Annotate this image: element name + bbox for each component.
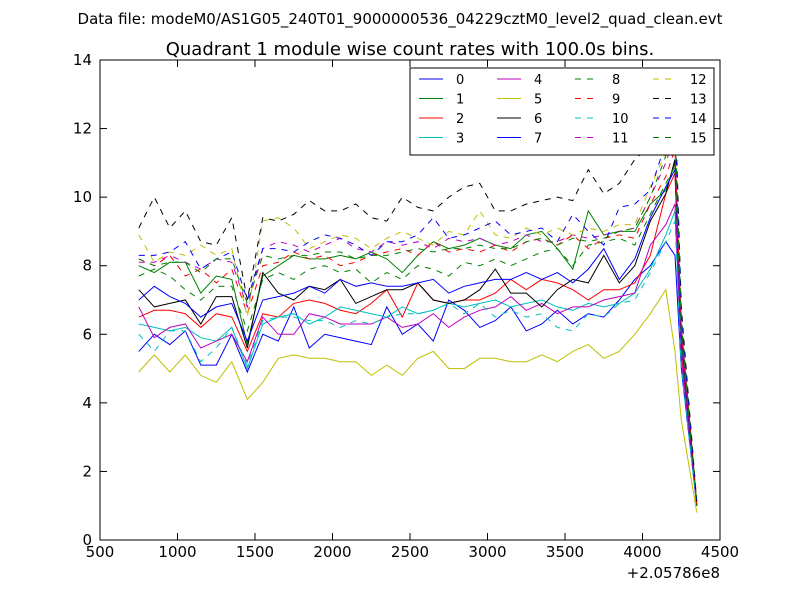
legend-label-1: 1	[456, 93, 464, 108]
chart-title: Quadrant 1 module wise count rates with …	[166, 39, 655, 60]
series-line-0	[138, 240, 698, 506]
x-tick-label: 4000	[623, 543, 661, 561]
y-tick-label: 4	[82, 394, 92, 412]
series-line-15	[138, 128, 698, 506]
y-tick-label: 12	[73, 120, 92, 138]
y-tick-label: 2	[82, 462, 92, 480]
series-line-5	[138, 288, 698, 513]
y-tick-label: 14	[73, 51, 92, 69]
legend-label-9: 9	[612, 93, 620, 108]
legend-label-15: 15	[690, 132, 707, 147]
x-tick-label: 2000	[313, 543, 351, 561]
legend-label-0: 0	[456, 73, 464, 88]
legend-label-7: 7	[534, 132, 542, 147]
legend-label-10: 10	[612, 112, 629, 127]
legend-label-3: 3	[456, 132, 464, 147]
x-tick-label: 4500	[701, 543, 739, 561]
legend-label-5: 5	[534, 93, 542, 108]
legend-box	[409, 67, 715, 156]
legend-label-12: 12	[690, 73, 707, 88]
x-tick-label: 500	[86, 543, 115, 561]
x-tick-label: 3000	[468, 543, 506, 561]
x-tick-label: 3500	[546, 543, 584, 561]
y-tick-label: 0	[82, 531, 92, 549]
series-line-9	[138, 148, 698, 506]
x-axis-ticks: 500 1000 1500 2000 2500 3000 3500 4000 4500	[86, 60, 739, 561]
series-line-13	[138, 97, 698, 503]
series-line-6	[138, 159, 698, 503]
series-line-14	[138, 114, 698, 506]
chart-suptitle: Data file: modeM0/AS1G05_240T01_90000005…	[78, 10, 723, 29]
series-line-10	[138, 220, 698, 506]
legend-label-2: 2	[456, 112, 464, 127]
legend-label-13: 13	[690, 93, 707, 108]
x-tick-label: 1500	[236, 543, 274, 561]
series-line-7	[138, 167, 698, 506]
legend-label-14: 14	[690, 112, 707, 127]
y-tick-label: 6	[82, 325, 92, 343]
series-line-4	[138, 203, 698, 506]
x-tick-label: 2500	[391, 543, 429, 561]
series-line-11	[138, 135, 698, 506]
legend-label-6: 6	[534, 112, 542, 127]
y-tick-label: 10	[73, 188, 92, 206]
series-lines	[138, 97, 698, 513]
x-axis-offset-label: +2.05786e8	[627, 564, 720, 582]
y-tick-label: 8	[82, 257, 92, 275]
series-line-1	[138, 162, 698, 506]
series-line-12	[138, 121, 698, 503]
legend-label-8: 8	[612, 73, 620, 88]
legend-label-11: 11	[612, 132, 629, 147]
legend-label-4: 4	[534, 73, 542, 88]
x-tick-label: 1000	[158, 543, 196, 561]
series-line-8	[138, 164, 698, 506]
